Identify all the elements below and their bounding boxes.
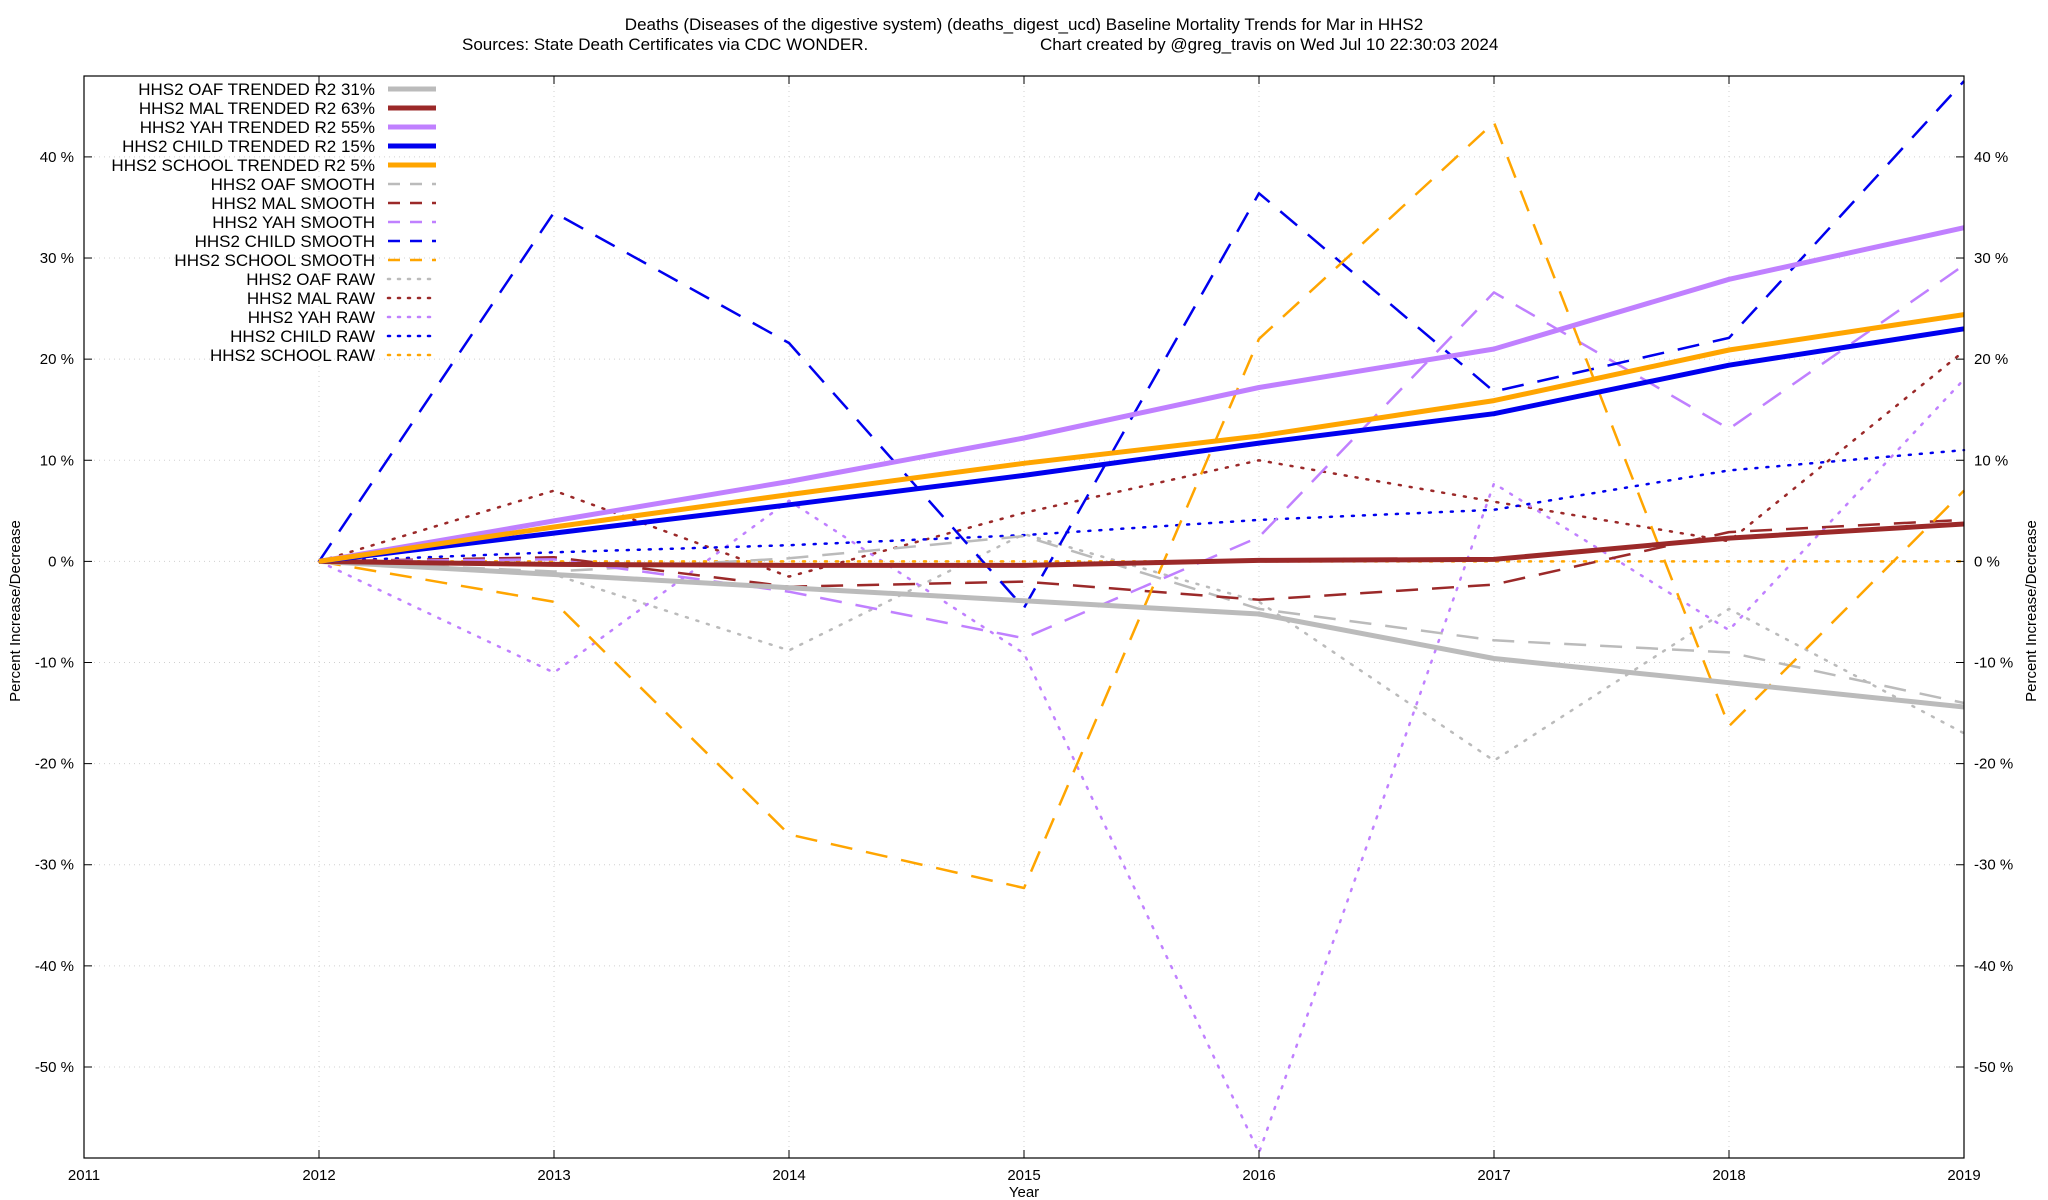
series-line-smooth-7 xyxy=(318,264,1965,640)
series-line-smooth-8 xyxy=(317,80,1965,610)
legend-label: HHS2 YAH SMOOTH xyxy=(212,213,375,232)
tick-layer: 40 % 40 % 30 % 30 % 20 % 20 % 10 % 10 % 0 % 0 % -1… xyxy=(35,76,2013,1184)
y-tick-label-right: 20 % xyxy=(1974,351,2008,368)
series-line-trend-4 xyxy=(318,312,1965,564)
y-tick-label-right: -40 % xyxy=(1974,958,2013,975)
legend-label: HHS2 OAF SMOOTH xyxy=(211,175,375,194)
x-tick-label: 2016 xyxy=(1242,1167,1275,1184)
legend-label: HHS2 SCHOOL RAW xyxy=(210,346,375,365)
series-layer xyxy=(317,80,1966,1155)
x-tick-label: 2014 xyxy=(772,1167,805,1184)
legend-label: HHS2 SCHOOL SMOOTH xyxy=(174,251,375,270)
y-tick-label-right: -10 % xyxy=(1974,655,2013,672)
legend: HHS2 OAF TRENDED R2 31%HHS2 MAL TRENDED … xyxy=(111,80,438,365)
y-tick-label-left: 30 % xyxy=(40,250,74,267)
x-tick-label: 2012 xyxy=(302,1167,335,1184)
y-tick-label-right: 10 % xyxy=(1974,452,2008,469)
legend-label: HHS2 MAL SMOOTH xyxy=(211,194,375,213)
x-axis-label: Year xyxy=(1009,1184,1039,1200)
x-tick-label: 2018 xyxy=(1712,1167,1745,1184)
legend-label: HHS2 MAL RAW xyxy=(247,289,375,308)
y-tick-label-right: 0 % xyxy=(1974,553,2000,570)
x-tick-label: 2017 xyxy=(1477,1167,1510,1184)
y-tick-label-left: 20 % xyxy=(40,351,74,368)
y-tick-label-left: -10 % xyxy=(35,655,74,672)
y-tick-label-left: -50 % xyxy=(35,1059,74,1076)
legend-label: HHS2 MAL TRENDED R2 63% xyxy=(139,99,375,118)
y-tick-label-right: -30 % xyxy=(1974,857,2013,874)
series-line-trend-2 xyxy=(318,225,1965,564)
y-axis-label-left: Percent Increase/Decrease xyxy=(7,520,24,702)
chart-subtitle-credit: Chart created by @greg_travis on Wed Jul… xyxy=(1040,35,1498,54)
series-line-raw-11 xyxy=(317,349,1966,578)
y-tick-label-left: 0 % xyxy=(48,553,74,570)
legend-label: HHS2 OAF TRENDED R2 31% xyxy=(138,80,375,99)
y-tick-label-right: -20 % xyxy=(1974,756,2013,773)
chart-title: Deaths (Diseases of the digestive system… xyxy=(625,15,1423,34)
legend-label: HHS2 CHILD TRENDED R2 15% xyxy=(122,137,375,156)
series-line-trend-0 xyxy=(318,558,1965,710)
y-tick-label-left: -20 % xyxy=(35,756,74,773)
legend-label: HHS2 CHILD RAW xyxy=(230,327,375,346)
series-line-raw-12 xyxy=(317,378,1966,1155)
legend-label: HHS2 SCHOOL TRENDED R2 5% xyxy=(111,156,375,175)
legend-label: HHS2 OAF RAW xyxy=(246,270,375,289)
series-line-trend-3 xyxy=(318,326,1965,564)
x-tick-label: 2015 xyxy=(1007,1167,1040,1184)
y-tick-label-right: 30 % xyxy=(1974,250,2008,267)
series-line-trend-1 xyxy=(318,521,1965,568)
y-axis-label-right: Percent Increase/Decrease xyxy=(2023,520,2040,702)
series-line-raw-10 xyxy=(317,532,1966,762)
x-tick-label: 2019 xyxy=(1947,1167,1980,1184)
legend-label: HHS2 YAH RAW xyxy=(248,308,375,327)
y-tick-label-right: 40 % xyxy=(1974,149,2008,166)
y-tick-label-right: -50 % xyxy=(1974,1059,2013,1076)
series-line-smooth-9 xyxy=(318,121,1965,890)
y-tick-label-left: 40 % xyxy=(40,149,74,166)
series-line-raw-13 xyxy=(317,448,1966,563)
series-line-smooth-5 xyxy=(318,534,1965,705)
legend-label: HHS2 YAH TRENDED R2 55% xyxy=(140,118,375,137)
y-tick-label-left: 10 % xyxy=(40,452,74,469)
x-tick-label: 2013 xyxy=(537,1167,570,1184)
x-tick-label: 2011 xyxy=(68,1167,100,1184)
legend-label: HHS2 CHILD SMOOTH xyxy=(195,232,375,251)
y-tick-label-left: -40 % xyxy=(35,958,74,975)
y-tick-label-left: -30 % xyxy=(35,857,74,874)
chart-subtitle-source: Sources: State Death Certificates via CD… xyxy=(462,35,868,54)
